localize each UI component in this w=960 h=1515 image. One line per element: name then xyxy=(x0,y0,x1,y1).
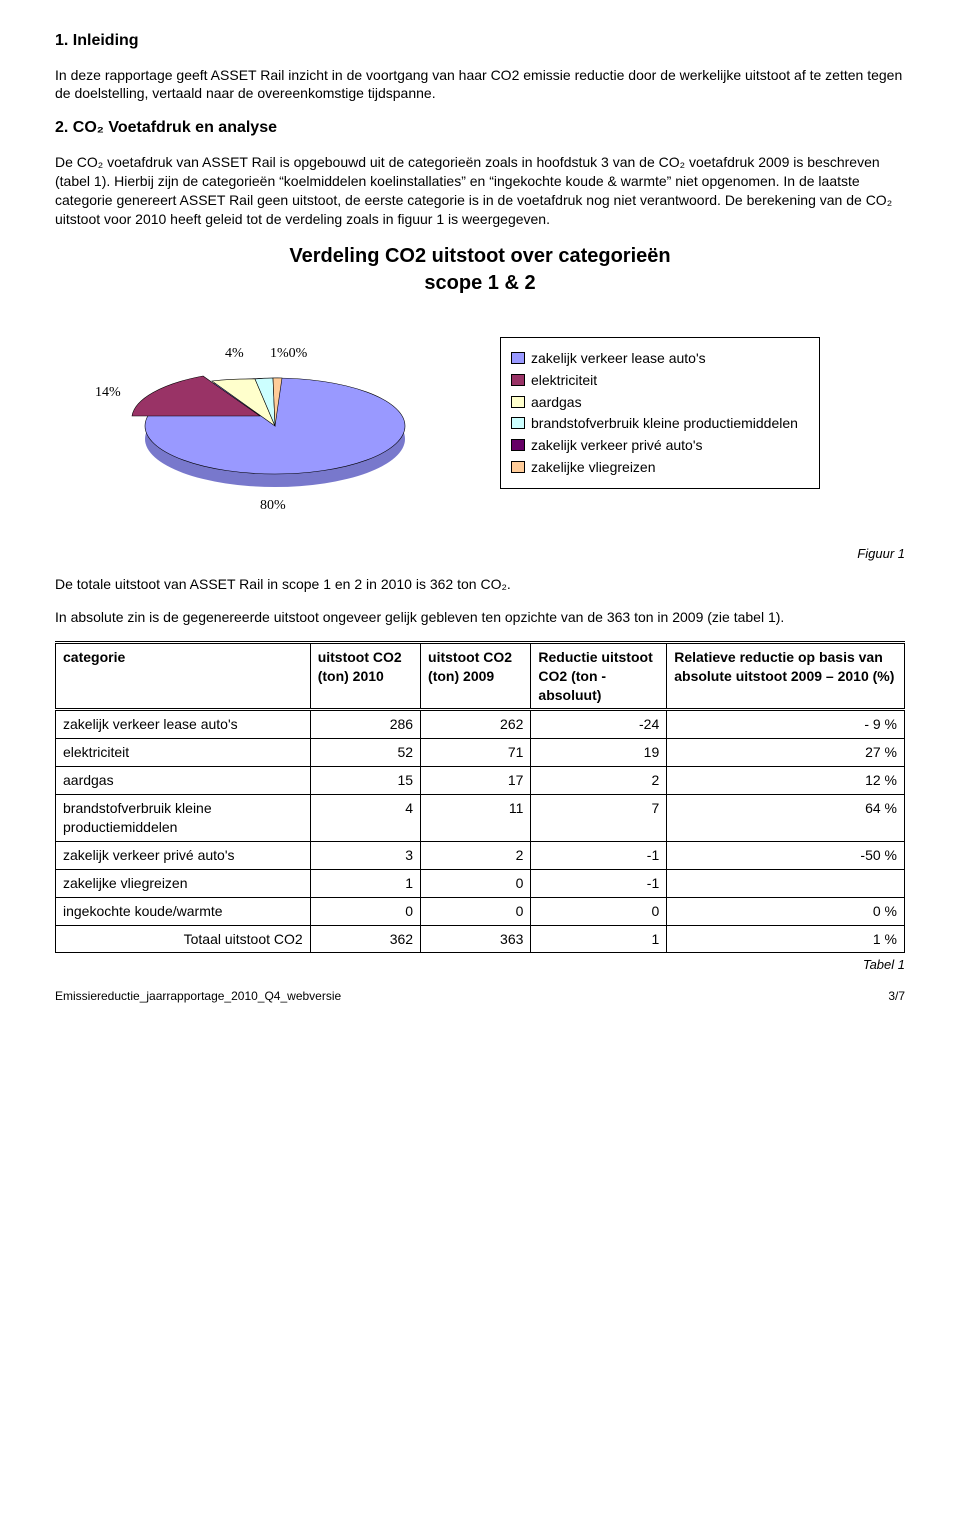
section2-paragraph: De CO₂ voetafdruk van ASSET Rail is opge… xyxy=(55,153,905,229)
chart-legend: zakelijk verkeer lease auto's elektricit… xyxy=(500,337,820,489)
cell-2010: 15 xyxy=(310,767,420,795)
chart-title-line2: scope 1 & 2 xyxy=(424,272,535,294)
legend-label: aardgas xyxy=(531,393,582,412)
cell-2010: 4 xyxy=(310,795,420,842)
legend-swatch xyxy=(511,417,525,429)
cell-total-reduction: 1 xyxy=(531,925,667,953)
table-row: brandstofverbruik kleine productiemiddel… xyxy=(56,795,905,842)
footer-left: Emissiereductie_jaarrapportage_2010_Q4_w… xyxy=(55,988,341,1004)
cell-2010: 1 xyxy=(310,869,420,897)
legend-swatch xyxy=(511,374,525,386)
pie-label-80: 80% xyxy=(260,498,286,511)
legend-label: zakelijk verkeer lease auto's xyxy=(531,349,706,368)
table-header: Relatieve reductie op basis van absolute… xyxy=(667,642,905,710)
legend-item: elektriciteit xyxy=(511,371,809,390)
legend-label: zakelijk verkeer privé auto's xyxy=(531,436,703,455)
cell-total-2010: 362 xyxy=(310,925,420,953)
table-header: categorie xyxy=(56,642,311,710)
table-header-row: categorie uitstoot CO2 (ton) 2010 uitsto… xyxy=(56,642,905,710)
section1-title: 1. Inleiding xyxy=(55,30,905,52)
table-row: zakelijk verkeer lease auto's286262-24- … xyxy=(56,710,905,739)
table-total-row: Totaal uitstoot CO236236311 % xyxy=(56,925,905,953)
cell-2010: 0 xyxy=(310,897,420,925)
cell-category: aardgas xyxy=(56,767,311,795)
pie-chart: Verdeling CO2 uitstoot over categorieën … xyxy=(60,243,900,516)
table-header: Reductie uitstoot CO2 (ton - absoluut) xyxy=(531,642,667,710)
cell-relative: 27 % xyxy=(667,739,905,767)
cell-relative xyxy=(667,869,905,897)
cell-2010: 52 xyxy=(310,739,420,767)
cell-reduction: -24 xyxy=(531,710,667,739)
chart-title: Verdeling CO2 uitstoot over categorieën … xyxy=(60,243,900,297)
cell-reduction: 19 xyxy=(531,739,667,767)
cell-category: zakelijk verkeer lease auto's xyxy=(56,710,311,739)
cell-category: zakelijk verkeer privé auto's xyxy=(56,841,311,869)
cell-2009: 0 xyxy=(421,869,531,897)
cell-2009: 2 xyxy=(421,841,531,869)
legend-swatch xyxy=(511,461,525,473)
legend-label: elektriciteit xyxy=(531,371,597,390)
cell-category: elektriciteit xyxy=(56,739,311,767)
section2-title: 2. CO₂ Voetafdruk en analyse xyxy=(55,117,905,139)
legend-item: zakelijk verkeer lease auto's xyxy=(511,349,809,368)
table-row: zakelijke vliegreizen10-1 xyxy=(56,869,905,897)
cell-category: brandstofverbruik kleine productiemiddel… xyxy=(56,795,311,842)
cell-relative: 12 % xyxy=(667,767,905,795)
para-after-chart-2: In absolute zin is de gegenereerde uitst… xyxy=(55,608,905,627)
pie-area: 14% 4% 1%0% 80% xyxy=(60,311,450,516)
cell-2009: 71 xyxy=(421,739,531,767)
cell-relative: 0 % xyxy=(667,897,905,925)
cell-2010: 3 xyxy=(310,841,420,869)
cell-relative: - 9 % xyxy=(667,710,905,739)
cell-2009: 0 xyxy=(421,897,531,925)
legend-swatch xyxy=(511,352,525,364)
para-after-chart-1: De totale uitstoot van ASSET Rail in sco… xyxy=(55,575,905,594)
emissions-table: categorie uitstoot CO2 (ton) 2010 uitsto… xyxy=(55,641,905,954)
cell-reduction: 7 xyxy=(531,795,667,842)
cell-reduction: -1 xyxy=(531,869,667,897)
cell-2009: 17 xyxy=(421,767,531,795)
legend-item: zakelijke vliegreizen xyxy=(511,458,809,477)
cell-reduction: 0 xyxy=(531,897,667,925)
page-footer: Emissiereductie_jaarrapportage_2010_Q4_w… xyxy=(55,988,905,1004)
pie-label-4: 4% xyxy=(225,346,244,361)
cell-total-label: Totaal uitstoot CO2 xyxy=(56,925,311,953)
legend-label: brandstofverbruik kleine productiemiddel… xyxy=(531,414,798,433)
cell-relative: -50 % xyxy=(667,841,905,869)
legend-item: brandstofverbruik kleine productiemiddel… xyxy=(511,414,809,433)
cell-total-relative: 1 % xyxy=(667,925,905,953)
cell-relative: 64 % xyxy=(667,795,905,842)
cell-2009: 262 xyxy=(421,710,531,739)
cell-2010: 286 xyxy=(310,710,420,739)
pie-label-14: 14% xyxy=(95,385,121,400)
table-label: Tabel 1 xyxy=(55,956,905,974)
table-header: uitstoot CO2 (ton) 2010 xyxy=(310,642,420,710)
cell-reduction: -1 xyxy=(531,841,667,869)
legend-swatch xyxy=(511,439,525,451)
cell-category: zakelijke vliegreizen xyxy=(56,869,311,897)
table-row: elektriciteit52711927 % xyxy=(56,739,905,767)
figure-label: Figuur 1 xyxy=(55,545,905,563)
legend-swatch xyxy=(511,396,525,408)
legend-label: zakelijke vliegreizen xyxy=(531,458,656,477)
table-row: ingekochte koude/warmte0000 % xyxy=(56,897,905,925)
cell-total-2009: 363 xyxy=(421,925,531,953)
legend-item: aardgas xyxy=(511,393,809,412)
cell-reduction: 2 xyxy=(531,767,667,795)
table-header: uitstoot CO2 (ton) 2009 xyxy=(421,642,531,710)
table-row: zakelijk verkeer privé auto's32-1-50 % xyxy=(56,841,905,869)
pie-label-1-0: 1%0% xyxy=(270,346,308,361)
section1-paragraph: In deze rapportage geeft ASSET Rail inzi… xyxy=(55,66,905,104)
legend-item: zakelijk verkeer privé auto's xyxy=(511,436,809,455)
footer-right: 3/7 xyxy=(888,988,905,1004)
cell-category: ingekochte koude/warmte xyxy=(56,897,311,925)
cell-2009: 11 xyxy=(421,795,531,842)
table-row: aardgas1517212 % xyxy=(56,767,905,795)
chart-title-line1: Verdeling CO2 uitstoot over categorieën xyxy=(289,245,670,267)
